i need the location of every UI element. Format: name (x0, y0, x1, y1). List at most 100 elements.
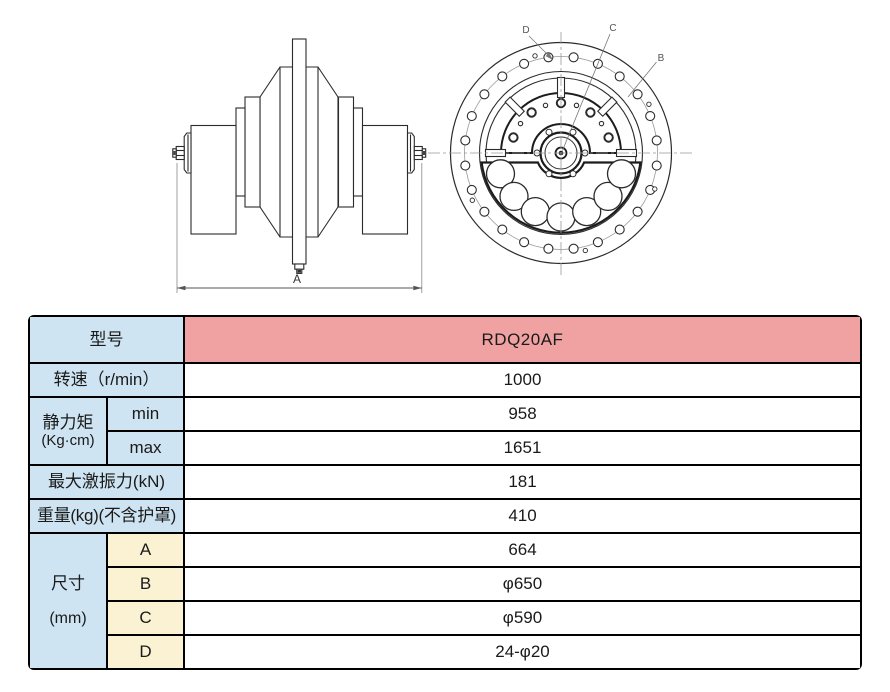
step-ring (235, 107, 246, 197)
hole (532, 53, 538, 59)
hole (569, 170, 577, 178)
hole (485, 159, 516, 189)
table-row-dim-b: B φ650 (29, 566, 862, 602)
dim-arrow-right (413, 285, 422, 291)
bottom-plug (294, 263, 305, 270)
hole (568, 52, 579, 63)
hole (614, 71, 625, 82)
hole (466, 111, 477, 122)
spec-table: 型号 RDQ20AF 转速（r/min） 1000 静力矩 (Kg·cm) mi… (28, 315, 862, 670)
centerlines (428, 32, 693, 277)
callout-label-c: C (609, 23, 616, 34)
leader-b (627, 61, 657, 98)
spec-table-container: 型号 RDQ20AF 转速（r/min） 1000 静力矩 (Kg·cm) mi… (28, 315, 862, 670)
table-row-dim-c: C φ590 (29, 600, 862, 636)
dim-value-c: φ590 (183, 600, 862, 636)
table-row-dim-d: D 24-φ20 (29, 634, 862, 670)
hole (460, 135, 471, 146)
table-row-max-force: 最大激振力(kN) 181 (28, 464, 862, 500)
hole (632, 89, 643, 100)
dim-value-a: 664 (183, 532, 862, 568)
hole (572, 196, 602, 227)
max-force-label: 最大激振力(kN) (28, 464, 185, 500)
arch-bolt-holes (508, 97, 614, 143)
hole (497, 224, 508, 235)
hole (545, 170, 553, 178)
hole (479, 206, 490, 217)
hole (543, 243, 554, 254)
hole (519, 58, 530, 69)
hole (598, 120, 605, 127)
static-moment-title: 静力矩 (42, 412, 94, 432)
key-bars (484, 76, 638, 158)
technical-drawing: A (172, 23, 693, 293)
static-moment-unit: (Kg·cm) (41, 432, 95, 450)
dim-arrow-left (177, 285, 186, 291)
bolt-holes (460, 52, 662, 254)
static-moment-min-value: 958 (183, 396, 862, 432)
dim-key-c: C (106, 600, 185, 636)
hole (632, 206, 643, 217)
flange-plate (291, 38, 307, 265)
static-moment-min-label: min (106, 396, 185, 432)
table-row-model: 型号 RDQ20AF (28, 315, 862, 364)
table-row-static-moment-max: max 1651 (29, 430, 862, 466)
dim-value-b: φ650 (183, 566, 862, 602)
model-label: 型号 (28, 315, 185, 364)
table-row-dim-a: 尺寸 (mm) A 664 (28, 532, 862, 670)
callout-label-d: D (522, 25, 529, 36)
dim-key-d: D (106, 634, 185, 670)
speed-label: 转速（r/min） (28, 362, 185, 398)
hole (497, 71, 508, 82)
weight-holes (485, 159, 637, 232)
dimension-a: A (176, 163, 423, 293)
hole (585, 107, 596, 118)
model-value: RDQ20AF (183, 315, 862, 364)
speed-value: 1000 (183, 362, 862, 398)
hole (466, 184, 477, 195)
dimensions-unit: (mm) (49, 609, 87, 627)
max-force-value: 181 (183, 464, 862, 500)
hole (508, 132, 519, 143)
hole (614, 224, 625, 235)
dim-label-a: A (293, 272, 301, 286)
dim-key-b: B (106, 566, 185, 602)
hole (582, 247, 588, 254)
weight-housing-right (361, 124, 409, 235)
hole (573, 102, 580, 109)
hole (460, 160, 471, 171)
step-ring (337, 96, 355, 208)
hole (652, 186, 658, 192)
table-row-speed: 转速（r/min） 1000 (28, 362, 862, 398)
hole (646, 101, 652, 107)
hole (542, 102, 549, 109)
hole (517, 120, 524, 127)
hole (651, 135, 662, 146)
weight-label: 重量(kg)(不含护罩) (28, 498, 185, 534)
dimensions-label: 尺寸 (mm) (28, 532, 108, 670)
side-view (172, 38, 427, 274)
hole (593, 181, 623, 212)
hole (651, 160, 662, 171)
hole (519, 237, 530, 248)
step-ring (352, 107, 364, 197)
step-ring (244, 96, 261, 208)
weight-housing-left (190, 124, 237, 235)
hole (479, 89, 490, 100)
shaft-stub-right (413, 145, 427, 161)
dim-key-a: A (106, 532, 185, 568)
hole (592, 237, 603, 248)
callout-label-b: B (658, 53, 665, 64)
hole (469, 197, 475, 203)
hole (645, 111, 656, 122)
static-moment-max-value: 1651 (183, 430, 862, 466)
hole (520, 196, 550, 227)
dim-value-d: 24-φ20 (183, 634, 862, 670)
hole (603, 132, 614, 143)
table-row-static-moment-min: 静力矩 (Kg·cm) min 958 (28, 396, 862, 466)
leader-d-arrow (545, 52, 553, 60)
hole (606, 159, 637, 189)
table-row-weight: 重量(kg)(不含护罩) 410 (28, 498, 862, 534)
static-moment-label: 静力矩 (Kg·cm) (28, 396, 108, 466)
